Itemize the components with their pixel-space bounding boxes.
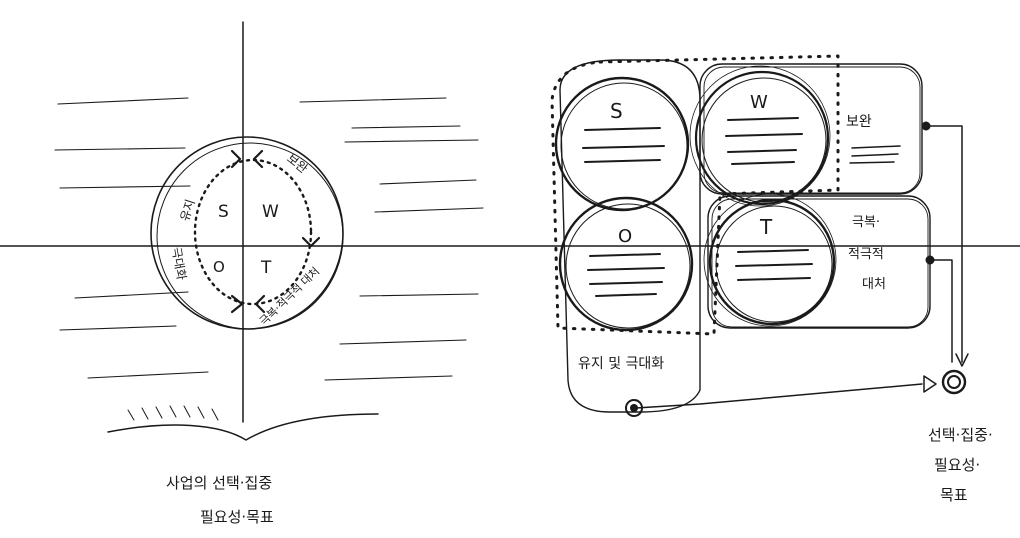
book-base <box>107 405 379 441</box>
w-side-label-lines <box>849 145 901 164</box>
node-dot-t <box>925 255 935 265</box>
connectors <box>635 125 969 409</box>
box-s <box>554 76 690 212</box>
result-line3: 목표 <box>940 486 968 504</box>
t-side-label-3: 대처 <box>862 277 886 292</box>
left-quadrant-w: W <box>262 202 279 222</box>
result-line1: 선택·집중· <box>928 426 993 444</box>
box-o <box>558 196 694 332</box>
result-node-inner <box>947 375 961 389</box>
t-side-label-2: 적극적 <box>848 247 884 262</box>
ring-label-supplement: 보완 <box>284 151 310 176</box>
right-box-w-letter: W <box>750 92 768 113</box>
inner-dotted-loop <box>193 158 313 306</box>
so-bottom-label: 유지 및 극대화 <box>578 356 664 372</box>
result-node-outer <box>941 369 967 395</box>
ring-label-maximize: 극대화 <box>169 246 189 281</box>
right-swot-diagram: S W O T 보완 극복· 적극적 대처 유지 및 극대화 <box>550 54 993 504</box>
node-dot-so <box>630 404 638 412</box>
content-lines <box>582 117 813 297</box>
w-enclosure <box>699 63 923 195</box>
dotted-outline <box>550 54 840 336</box>
node-ring-so <box>625 399 643 417</box>
w-side-label: 보완 <box>846 114 872 130</box>
left-quadrant-s: S <box>218 202 229 222</box>
box-t <box>703 193 837 327</box>
t-side-label-1: 극복· <box>852 215 880 230</box>
outer-ring <box>150 136 344 330</box>
right-box-o-letter: O <box>618 226 632 247</box>
left-caption-line2: 필요성·목표 <box>200 508 274 526</box>
right-box-s-letter: S <box>610 99 623 123</box>
box-w <box>689 65 831 207</box>
result-line2: 필요성· <box>934 456 980 474</box>
left-quadrant-o: O <box>213 258 225 276</box>
left-quadrant-t: T <box>260 258 272 278</box>
axes <box>0 21 1020 423</box>
so-enclosure <box>559 59 701 413</box>
ring-label-maintain: 유지 <box>178 198 198 223</box>
background-lines <box>54 97 484 381</box>
right-box-t-letter: T <box>759 215 773 239</box>
left-swot-diagram: S W O T 유지 극대화 보완 극복· 적극적 대처 사업의 선택·집중 필요… <box>0 21 1020 526</box>
inner-loop-arrows <box>230 149 321 314</box>
connector-nodes <box>625 121 967 417</box>
node-dot-w <box>921 121 931 131</box>
left-caption-line1: 사업의 선택·집중 <box>166 474 272 492</box>
